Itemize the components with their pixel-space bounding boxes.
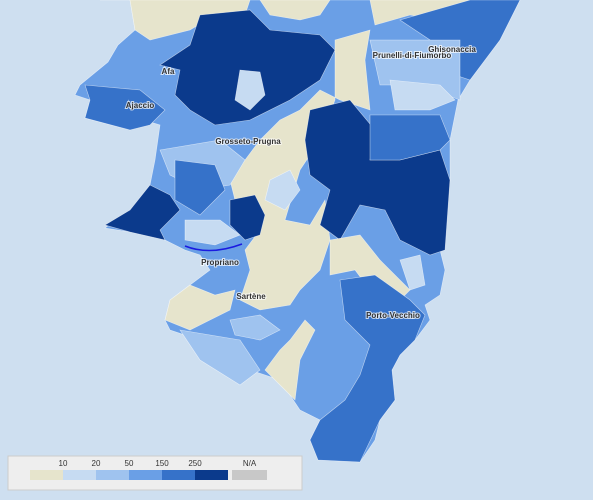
region bbox=[104, 184, 181, 241]
legend-label: 150 bbox=[155, 459, 169, 468]
place-label: Propriano bbox=[201, 258, 239, 267]
legend-label: 20 bbox=[92, 459, 101, 468]
place-labels: Prunelli-di-Fiumorbo Ghisonaccia Afa Aja… bbox=[125, 44, 478, 321]
place-label: Ghisonaccia bbox=[428, 45, 476, 54]
place-label: Afa bbox=[162, 67, 175, 76]
region bbox=[159, 9, 336, 126]
legend-label: 50 bbox=[125, 459, 134, 468]
region bbox=[259, 0, 331, 21]
region bbox=[399, 254, 426, 291]
region bbox=[84, 84, 166, 131]
highlight-coast bbox=[184, 243, 243, 252]
region bbox=[174, 159, 226, 216]
legend-swatch bbox=[129, 470, 162, 480]
region bbox=[389, 79, 456, 111]
region bbox=[264, 169, 301, 211]
place-label: Prunelli-di-Fiumorbo bbox=[373, 51, 452, 60]
region bbox=[229, 194, 266, 241]
region bbox=[164, 284, 236, 331]
region bbox=[229, 29, 371, 311]
legend-swatch bbox=[195, 470, 228, 480]
place-label: Grosseto-Prugna bbox=[215, 137, 281, 146]
region bbox=[264, 319, 316, 401]
region bbox=[369, 114, 451, 161]
region bbox=[309, 274, 426, 463]
place-label: Sartène bbox=[236, 292, 266, 301]
legend-swatch bbox=[96, 470, 129, 480]
region bbox=[179, 329, 261, 386]
legend-label: 250 bbox=[188, 459, 202, 468]
region bbox=[229, 314, 281, 341]
place-label: Ajaccio bbox=[126, 101, 155, 110]
legend-swatch bbox=[162, 470, 195, 480]
legend-swatch bbox=[30, 470, 63, 480]
legend-swatch-na bbox=[232, 470, 267, 480]
legend-label: N/A bbox=[243, 459, 257, 468]
region bbox=[184, 219, 241, 246]
legend-label: 10 bbox=[59, 459, 68, 468]
region bbox=[234, 69, 266, 111]
legend-swatch bbox=[63, 470, 96, 480]
place-label: Porto-Vecchio bbox=[366, 311, 420, 320]
